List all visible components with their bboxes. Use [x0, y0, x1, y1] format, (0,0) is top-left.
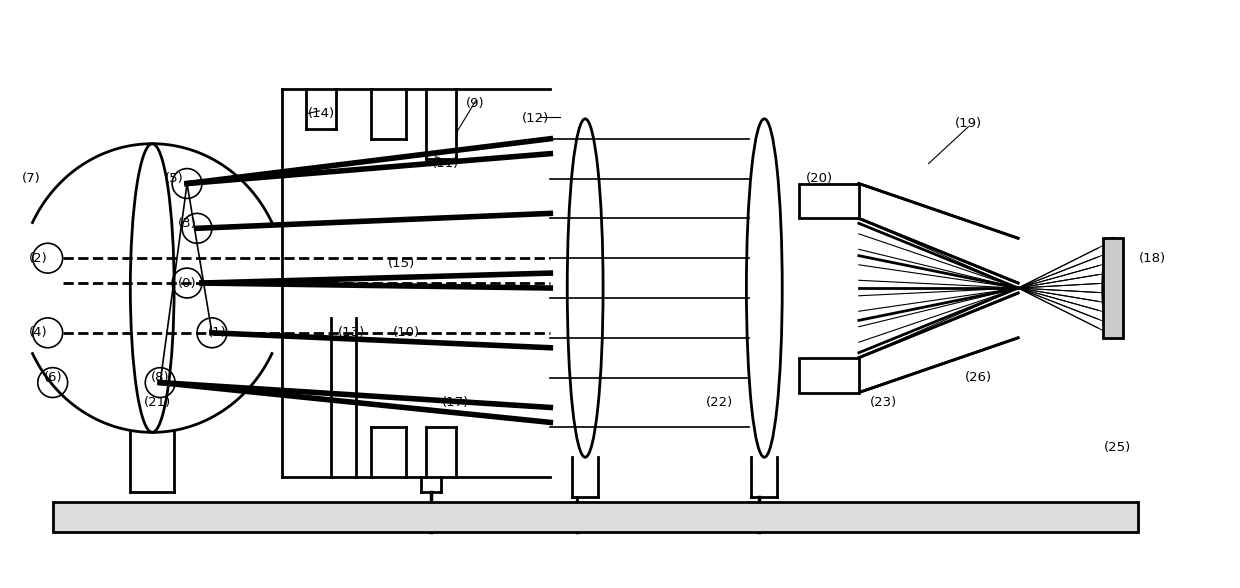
Text: (21): (21) — [144, 396, 171, 409]
Bar — [52, 502, 1137, 532]
Ellipse shape — [1102, 238, 1122, 338]
Text: (12): (12) — [522, 112, 549, 125]
Text: (22): (22) — [706, 396, 733, 409]
Text: (14): (14) — [308, 108, 335, 121]
Text: (3): (3) — [177, 217, 196, 230]
Text: (10): (10) — [392, 326, 419, 339]
Text: (23): (23) — [870, 396, 898, 409]
Bar — [799, 183, 859, 218]
Text: (8): (8) — [151, 371, 170, 384]
Text: (9): (9) — [466, 98, 485, 111]
Text: (25): (25) — [1104, 441, 1131, 454]
Text: (19): (19) — [955, 118, 982, 131]
Text: (5): (5) — [165, 172, 184, 185]
Text: (17): (17) — [443, 396, 470, 409]
Text: (7): (7) — [21, 172, 40, 185]
Text: (20): (20) — [806, 172, 832, 185]
Bar — [1102, 238, 1122, 338]
Text: (18): (18) — [1138, 252, 1166, 265]
Text: (4): (4) — [29, 326, 47, 339]
Text: (6): (6) — [43, 371, 62, 384]
Text: (2): (2) — [29, 252, 47, 265]
Bar — [799, 358, 859, 393]
Text: (1): (1) — [207, 326, 226, 339]
Text: (11): (11) — [433, 157, 460, 170]
Text: (0): (0) — [177, 276, 196, 289]
Text: (26): (26) — [965, 371, 992, 384]
Text: (15): (15) — [387, 256, 414, 270]
Text: (13): (13) — [337, 326, 365, 339]
